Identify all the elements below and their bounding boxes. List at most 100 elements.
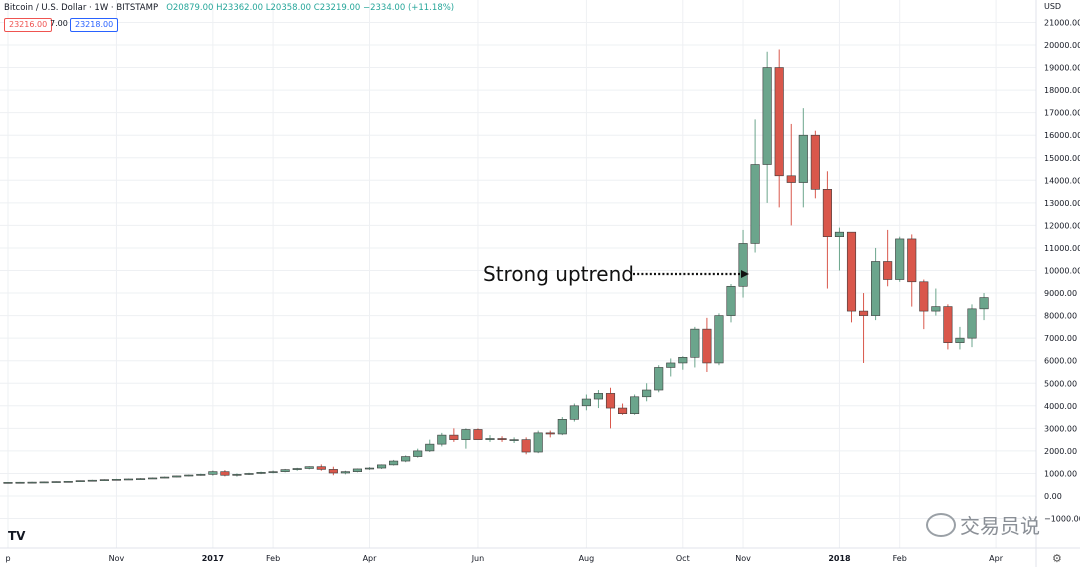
candle-body (979, 297, 989, 310)
candle-body (111, 479, 121, 481)
y-tick-label: 18000.00 (1044, 86, 1080, 95)
watermark-text: 交易员说 (960, 514, 1040, 538)
x-tick-label: Apr (363, 554, 378, 563)
candle-body (654, 367, 664, 391)
x-tick-label: 2017 (202, 554, 224, 563)
currency-label: USD (1044, 2, 1061, 11)
candle-body (762, 67, 772, 165)
candle-body (461, 429, 471, 440)
candle-body (401, 456, 411, 462)
candle-body (907, 238, 917, 283)
x-tick-label: Oct (676, 554, 690, 563)
candle-body (27, 481, 37, 484)
candle-body (220, 471, 230, 476)
candle-body (15, 481, 25, 484)
candle-body (605, 393, 616, 409)
candle-body (557, 419, 567, 435)
candle-body (449, 434, 459, 440)
candle-body (642, 389, 652, 398)
candle-body (280, 469, 290, 472)
candle-body (39, 481, 49, 484)
x-tick-label: Feb (266, 554, 280, 563)
candle-body (437, 434, 447, 445)
tradingview-logo-icon[interactable]: 𝗧𝗩 (8, 529, 26, 543)
y-tick-label: 17000.00 (1044, 109, 1080, 118)
candle-body (545, 432, 555, 435)
candle-body (172, 475, 182, 478)
candle-body (666, 362, 676, 368)
chart-header: Bitcoin / U.S. Dollar · 1W · BITSTAMP O2… (4, 3, 454, 13)
candle-body (931, 306, 941, 312)
y-tick-label: 8000.00 (1044, 312, 1077, 321)
candle-body (630, 396, 640, 414)
candle-body (846, 231, 857, 312)
candle-body (328, 469, 338, 474)
candle-body (497, 438, 507, 440)
y-tick-label: 16000.00 (1044, 131, 1080, 140)
x-tick-label: 2018 (828, 554, 851, 563)
y-tick-label: 12000.00 (1044, 221, 1080, 230)
candle-body (87, 479, 97, 482)
y-tick-label: 11000.00 (1044, 244, 1080, 253)
candle-body (63, 481, 73, 483)
settings-gear-icon[interactable]: ⚙ (1052, 552, 1062, 565)
candle-body (51, 481, 61, 483)
candle-body (3, 482, 13, 484)
candle-body (726, 285, 736, 316)
candle-body (955, 337, 965, 343)
y-tick-label: 19000.00 (1044, 64, 1080, 73)
candle-body (774, 67, 784, 177)
buy-price-button[interactable]: 23218.00 (70, 18, 119, 32)
y-tick-label: 10000.00 (1044, 267, 1080, 276)
candle-body (99, 479, 109, 481)
x-tick-label: p (5, 554, 10, 563)
ohlc-readout: O20879.00 H23362.00 L20358.00 C23219.00 … (166, 3, 455, 13)
candle-body (834, 231, 845, 237)
candle-body (196, 474, 206, 476)
candle-body (268, 471, 278, 473)
candle-body (822, 189, 832, 237)
annotation-arrow-head (741, 270, 749, 278)
x-tick-label: Feb (893, 554, 907, 563)
candle-body (521, 439, 531, 453)
sell-price-button[interactable]: 23216.00 (4, 18, 53, 32)
candle-body (798, 134, 808, 183)
candle-body (919, 281, 929, 312)
candle-body (413, 450, 423, 457)
candle-body (858, 310, 869, 316)
candle-body (160, 476, 170, 479)
candle-body (364, 467, 375, 470)
wechat-bubble-icon (926, 512, 956, 537)
candle-body (943, 306, 953, 343)
symbol-title[interactable]: Bitcoin / U.S. Dollar · 1W · BITSTAMP (4, 3, 159, 13)
x-tick-label: Apr (989, 554, 1004, 563)
candle-body (292, 468, 302, 470)
candle-body (473, 429, 483, 440)
candle-body (738, 243, 748, 287)
y-tick-label: 4000.00 (1044, 402, 1077, 411)
candle-body (702, 328, 712, 364)
candle-body (810, 134, 820, 190)
y-tick-label: 9000.00 (1044, 289, 1077, 298)
y-tick-label: 1000.00 (1044, 469, 1077, 478)
candle-body (786, 175, 796, 183)
candle-body (148, 477, 158, 480)
y-tick-label: 5000.00 (1044, 379, 1077, 388)
y-tick-label: 21000.00 (1044, 18, 1080, 27)
candle-body (123, 478, 134, 481)
candle-body (690, 328, 700, 358)
spread-value: 7.00 (50, 19, 68, 28)
y-tick-label: −1000.00 (1044, 515, 1080, 524)
candle-body (509, 439, 519, 441)
candle-body (340, 471, 350, 474)
candle-body (376, 464, 387, 469)
y-tick-label: 0.00 (1044, 492, 1062, 501)
candle-body (617, 407, 628, 414)
candle-body (581, 398, 591, 407)
candle-body (967, 308, 977, 339)
candle-body (678, 357, 688, 364)
y-tick-label: 6000.00 (1044, 357, 1077, 366)
candle-body (75, 480, 85, 482)
x-tick-label: Jun (471, 554, 485, 563)
candle-body (533, 432, 543, 453)
